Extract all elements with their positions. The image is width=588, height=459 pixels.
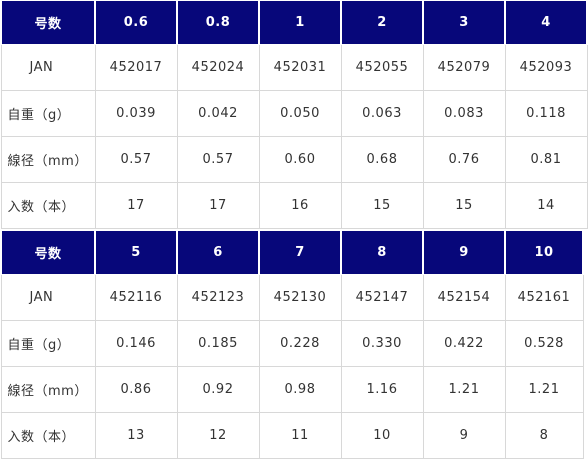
table-cell: 0.81 bbox=[504, 136, 588, 183]
row-label-text: 線径（mm） bbox=[7, 384, 88, 399]
spec-table-1: 号数 0.6 0.8 1 2 3 4 JAN 452017 452024 452… bbox=[0, 0, 588, 229]
table-cell: 14 bbox=[504, 182, 588, 229]
row-label: 線径（mm） bbox=[0, 136, 96, 183]
header-cell: 9 bbox=[422, 230, 506, 275]
header-cell: 6 bbox=[176, 230, 260, 275]
table-cell: 0.185 bbox=[176, 320, 260, 367]
table-cell: 0.98 bbox=[258, 366, 342, 413]
table-cell: 15 bbox=[340, 182, 424, 229]
table-cell: 452130 bbox=[258, 274, 342, 321]
table-cell: 452147 bbox=[340, 274, 424, 321]
table-cell: 452017 bbox=[94, 44, 178, 91]
table-cell: 452154 bbox=[422, 274, 506, 321]
table-cell: 0.76 bbox=[422, 136, 506, 183]
table-row-weight: 自重（g） 0.146 0.185 0.228 0.330 0.422 0.52… bbox=[0, 320, 584, 367]
table-cell: 0.60 bbox=[258, 136, 342, 183]
table-cell: 0.422 bbox=[422, 320, 506, 367]
header-cell: 7 bbox=[258, 230, 342, 275]
table-cell: 452055 bbox=[340, 44, 424, 91]
table-cell: 0.68 bbox=[340, 136, 424, 183]
table-cell: 10 bbox=[340, 412, 424, 459]
row-label: 入数（本） bbox=[0, 182, 96, 229]
table-cell: 0.039 bbox=[94, 90, 178, 137]
row-label-text: 自重（g） bbox=[7, 338, 71, 353]
table-cell: 0.92 bbox=[176, 366, 260, 413]
table-cell: 8 bbox=[504, 412, 584, 459]
row-label: JAN bbox=[0, 274, 96, 321]
table-cell: 17 bbox=[94, 182, 178, 229]
table-cell: 1.21 bbox=[504, 366, 584, 413]
table-cell: 452079 bbox=[422, 44, 506, 91]
header-row: 号数 5 6 7 8 9 10 bbox=[0, 230, 584, 275]
table-cell: 13 bbox=[94, 412, 178, 459]
row-label-text: 自重（g） bbox=[7, 108, 71, 123]
table-cell: 452116 bbox=[94, 274, 178, 321]
row-label-text: 入数（本） bbox=[7, 430, 76, 445]
table-row-quantity: 入数（本） 17 17 16 15 15 14 bbox=[0, 182, 588, 229]
header-cell: 10 bbox=[504, 230, 584, 275]
table-cell: 1.21 bbox=[422, 366, 506, 413]
table-cell: 0.57 bbox=[94, 136, 178, 183]
row-label: 入数（本） bbox=[0, 412, 96, 459]
header-label: 号数 bbox=[0, 0, 96, 45]
header-cell: 8 bbox=[340, 230, 424, 275]
table-cell: 452093 bbox=[504, 44, 588, 91]
table-cell: 0.330 bbox=[340, 320, 424, 367]
table-cell: 12 bbox=[176, 412, 260, 459]
table-cell: 0.063 bbox=[340, 90, 424, 137]
header-row: 号数 0.6 0.8 1 2 3 4 bbox=[0, 0, 588, 45]
header-cell: 0.6 bbox=[94, 0, 178, 45]
row-label: JAN bbox=[0, 44, 96, 91]
table-cell: 0.528 bbox=[504, 320, 584, 367]
header-label: 号数 bbox=[0, 230, 96, 275]
header-cell: 4 bbox=[504, 0, 588, 45]
spec-table-2: 号数 5 6 7 8 9 10 JAN 452116 452123 452130… bbox=[0, 230, 584, 459]
table-cell: 15 bbox=[422, 182, 506, 229]
table-cell: 0.146 bbox=[94, 320, 178, 367]
row-label: 自重（g） bbox=[0, 90, 96, 137]
table-row-weight: 自重（g） 0.039 0.042 0.050 0.063 0.083 0.11… bbox=[0, 90, 588, 137]
table-cell: 0.083 bbox=[422, 90, 506, 137]
header-cell: 5 bbox=[94, 230, 178, 275]
row-label: 自重（g） bbox=[0, 320, 96, 367]
table-cell: 452024 bbox=[176, 44, 260, 91]
table-cell: 0.050 bbox=[258, 90, 342, 137]
table-cell: 0.86 bbox=[94, 366, 178, 413]
row-label-text: JAN bbox=[29, 60, 54, 75]
table-cell: 452031 bbox=[258, 44, 342, 91]
row-label-text: 線径（mm） bbox=[7, 154, 88, 169]
header-cell: 3 bbox=[422, 0, 506, 45]
table-cell: 9 bbox=[422, 412, 506, 459]
table-cell: 11 bbox=[258, 412, 342, 459]
table-cell: 452161 bbox=[504, 274, 584, 321]
table-cell: 0.042 bbox=[176, 90, 260, 137]
table-row-quantity: 入数（本） 13 12 11 10 9 8 bbox=[0, 412, 584, 459]
table-cell: 0.118 bbox=[504, 90, 588, 137]
table-cell: 0.228 bbox=[258, 320, 342, 367]
header-cell: 1 bbox=[258, 0, 342, 45]
row-label: 線径（mm） bbox=[0, 366, 96, 413]
table-cell: 1.16 bbox=[340, 366, 424, 413]
table-row-jan: JAN 452116 452123 452130 452147 452154 4… bbox=[0, 274, 584, 321]
row-label-text: JAN bbox=[29, 290, 54, 305]
table-row-diameter: 線径（mm） 0.86 0.92 0.98 1.16 1.21 1.21 bbox=[0, 366, 584, 413]
row-label-text: 入数（本） bbox=[7, 200, 76, 215]
header-cell: 0.8 bbox=[176, 0, 260, 45]
table-cell: 16 bbox=[258, 182, 342, 229]
table-row-jan: JAN 452017 452024 452031 452055 452079 4… bbox=[0, 44, 588, 91]
table-row-diameter: 線径（mm） 0.57 0.57 0.60 0.68 0.76 0.81 bbox=[0, 136, 588, 183]
table-cell: 17 bbox=[176, 182, 260, 229]
table-cell: 0.57 bbox=[176, 136, 260, 183]
header-cell: 2 bbox=[340, 0, 424, 45]
table-cell: 452123 bbox=[176, 274, 260, 321]
